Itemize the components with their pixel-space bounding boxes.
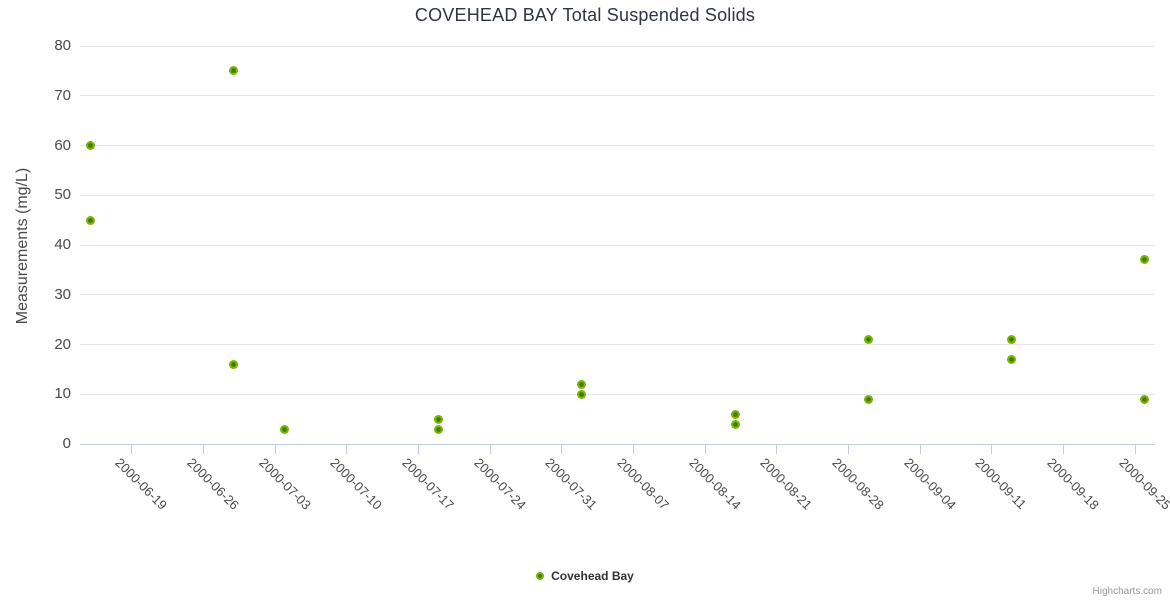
y-tick-label: 60 xyxy=(54,136,71,154)
data-point[interactable] xyxy=(85,141,95,150)
x-tick xyxy=(919,445,921,454)
x-tick xyxy=(847,445,849,454)
x-tick-label: 2000-08-21 xyxy=(757,455,816,513)
legend-item-covehead-bay[interactable]: Covehead Bay xyxy=(0,569,1170,583)
x-tick xyxy=(991,445,993,454)
x-tick-label: 2000-09-25 xyxy=(1115,455,1170,513)
x-tick-label: 2000-06-26 xyxy=(184,455,242,513)
data-point[interactable] xyxy=(1007,335,1017,345)
x-tick xyxy=(561,445,563,454)
x-tick-label: 2000-08-14 xyxy=(685,455,744,513)
x-tick xyxy=(776,445,778,454)
x-tick xyxy=(1134,445,1136,454)
data-point[interactable] xyxy=(280,424,290,434)
credits-link[interactable]: Highcharts.com xyxy=(1092,586,1162,597)
x-tick-label: 2000-08-07 xyxy=(614,455,672,513)
x-tick xyxy=(489,445,491,454)
y-tick-label: 70 xyxy=(54,86,71,104)
x-tick xyxy=(346,445,348,454)
y-tick-label: 50 xyxy=(54,186,71,204)
data-point[interactable] xyxy=(1007,354,1017,364)
data-point[interactable] xyxy=(433,414,443,424)
y-gridline xyxy=(80,393,1155,395)
x-tick xyxy=(1062,445,1064,454)
legend-marker-icon xyxy=(536,572,545,580)
x-tick xyxy=(632,445,634,454)
data-point[interactable] xyxy=(1140,255,1150,265)
x-tick xyxy=(274,445,276,454)
legend-label: Covehead Bay xyxy=(551,569,634,583)
y-gridline xyxy=(80,95,1155,97)
chart-title: COVEHEAD BAY Total Suspended Solids xyxy=(414,5,756,25)
x-tick-label: 2000-07-31 xyxy=(542,455,601,513)
x-axis-line xyxy=(80,444,1155,445)
y-tick-label: 40 xyxy=(54,236,71,253)
y-gridline xyxy=(80,194,1155,196)
data-point[interactable] xyxy=(577,389,587,399)
data-point[interactable] xyxy=(433,424,443,434)
y-gridline xyxy=(80,344,1155,345)
x-tick-label: 2000-06-19 xyxy=(112,455,171,513)
x-tick xyxy=(202,445,204,454)
x-tick xyxy=(417,445,419,454)
y-gridline xyxy=(80,244,1155,246)
x-tick-label: 2000-07-24 xyxy=(470,455,529,513)
data-point[interactable] xyxy=(863,394,873,404)
data-point[interactable] xyxy=(229,359,239,369)
x-tick-label: 2000-07-17 xyxy=(399,455,457,513)
data-point[interactable] xyxy=(85,215,95,225)
y-gridline xyxy=(80,45,1155,47)
x-tick xyxy=(131,445,133,454)
x-tick-label: 2000-07-03 xyxy=(255,455,314,513)
x-tick-label: 2000-09-11 xyxy=(972,455,1030,512)
y-gridline xyxy=(80,294,1155,296)
data-point[interactable] xyxy=(730,419,740,429)
x-tick xyxy=(704,445,706,454)
data-point[interactable] xyxy=(229,66,239,76)
x-tick-label: 2000-09-04 xyxy=(900,455,959,513)
x-tick-label: 2000-09-18 xyxy=(1044,455,1102,513)
x-tick-label: 2000-08-28 xyxy=(829,455,887,513)
y-gridline xyxy=(80,145,1155,146)
y-tick-label: 10 xyxy=(54,385,71,403)
y-tick-label: 80 xyxy=(54,37,71,54)
y-tick-label: 20 xyxy=(54,335,71,353)
x-tick-label: 2000-07-10 xyxy=(327,455,386,513)
y-tick-label: 0 xyxy=(62,435,71,452)
data-point[interactable] xyxy=(1140,394,1150,404)
y-tick-label: 30 xyxy=(54,285,71,303)
data-point[interactable] xyxy=(577,379,587,389)
data-point[interactable] xyxy=(730,409,740,419)
data-point[interactable] xyxy=(863,335,873,345)
